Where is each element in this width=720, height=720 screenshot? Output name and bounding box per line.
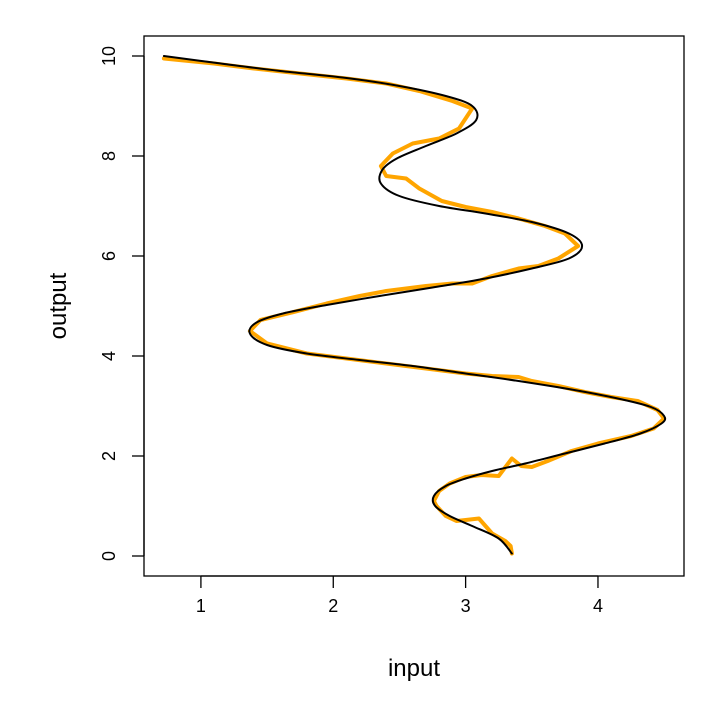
- y-tick-label: 0: [99, 551, 119, 561]
- y-tick-label: 8: [99, 151, 119, 161]
- x-axis: 1 2 3 4: [196, 575, 603, 616]
- x-tick-label: 4: [593, 596, 603, 616]
- x-tick-label: 1: [196, 596, 206, 616]
- observed-data-line: [161, 56, 667, 556]
- smooth-fit-line: [162, 55, 667, 555]
- series-layer: [161, 55, 667, 556]
- y-tick-label: 6: [99, 251, 119, 261]
- x-tick-label: 3: [461, 596, 471, 616]
- y-axis-label: output: [45, 272, 72, 339]
- y-tick-label: 4: [99, 351, 119, 361]
- y-tick-label: 10: [99, 46, 119, 66]
- y-axis: 0 2 4 6 8 10: [99, 46, 145, 561]
- x-axis-label: input: [388, 655, 440, 682]
- plot-area-frame: [143, 35, 685, 577]
- y-tick-label: 2: [99, 451, 119, 461]
- x-tick-label: 2: [328, 596, 338, 616]
